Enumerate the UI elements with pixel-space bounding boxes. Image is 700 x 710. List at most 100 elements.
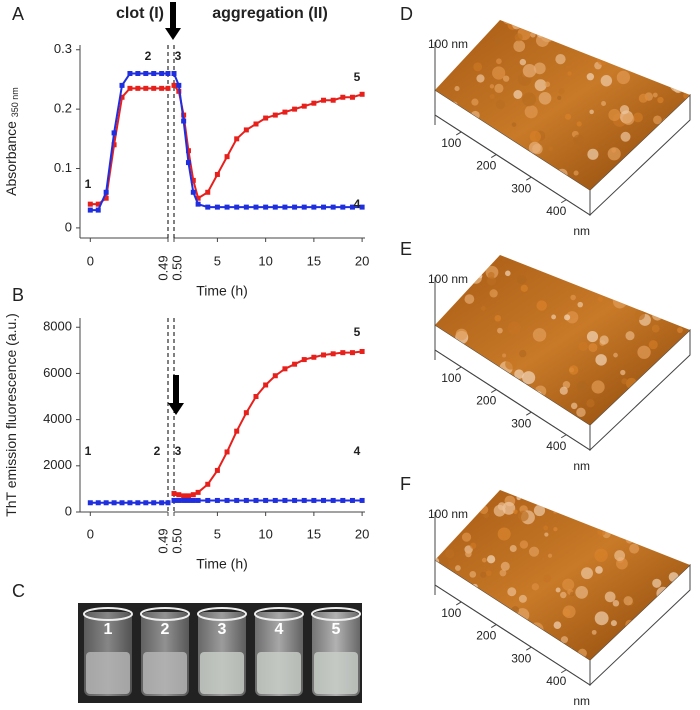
vial-rim xyxy=(140,607,190,621)
afm-grain xyxy=(673,547,685,559)
afm-grain xyxy=(609,519,618,528)
afm-grain xyxy=(654,505,664,515)
data-point xyxy=(234,136,240,142)
afm-grain xyxy=(465,550,472,558)
unit-label: nm xyxy=(573,694,590,708)
afm-grain xyxy=(560,636,568,644)
data-point xyxy=(321,97,327,103)
afm-grain xyxy=(655,386,668,398)
afm-grain xyxy=(635,175,642,182)
panel-letter: C xyxy=(12,581,25,601)
vial-liquid xyxy=(257,652,301,694)
afm-grain xyxy=(589,109,594,115)
afm-grain xyxy=(522,92,537,107)
afm-grain xyxy=(467,45,472,50)
data-point xyxy=(103,195,109,201)
data-point xyxy=(135,71,141,77)
afm-grain xyxy=(497,527,511,541)
x-tick-label: 0 xyxy=(87,253,94,268)
x-tick-label: 10 xyxy=(258,253,272,268)
afm-grain xyxy=(487,418,497,425)
data-point xyxy=(143,500,149,506)
afm-grain xyxy=(495,99,506,110)
afm-grain xyxy=(620,369,626,376)
data-point xyxy=(171,491,177,497)
afm-grain xyxy=(577,31,583,38)
afm-grain xyxy=(449,493,463,507)
data-point xyxy=(243,127,249,133)
data-point xyxy=(272,112,278,118)
data-point xyxy=(321,204,327,210)
data-point xyxy=(263,204,269,210)
afm-grain xyxy=(440,172,455,187)
afm-grain xyxy=(562,22,571,30)
afm-grain xyxy=(682,408,688,414)
afm-grain xyxy=(503,20,512,25)
x-axis-label: Time (h) xyxy=(196,556,248,572)
z-label: 100 nm xyxy=(428,272,468,286)
data-point xyxy=(243,410,249,416)
x-tick-label: 100 xyxy=(441,371,461,385)
x-tick-label: 300 xyxy=(511,416,531,430)
afm-grain xyxy=(478,274,483,279)
data-point xyxy=(111,500,117,506)
afm-grain xyxy=(608,108,621,122)
afm-grain xyxy=(449,638,463,652)
afm-grain xyxy=(546,255,560,265)
afm-grain xyxy=(445,490,457,501)
annotation: 4 xyxy=(354,444,361,458)
data-point xyxy=(359,348,365,354)
data-point xyxy=(214,171,220,177)
data-point xyxy=(301,357,307,363)
afm-grain xyxy=(514,369,524,379)
data-point xyxy=(95,500,101,506)
afm-grain xyxy=(599,505,608,513)
afm-grain xyxy=(671,31,680,39)
afm-grain xyxy=(496,399,508,411)
data-point xyxy=(330,497,336,503)
data-point xyxy=(151,85,157,91)
annotation: 5 xyxy=(354,70,361,84)
y-axis-label: Absorbance 350 nm xyxy=(3,87,21,196)
x-tick-label: 100 xyxy=(441,606,461,620)
afm-grain xyxy=(451,630,457,635)
annotation: 4 xyxy=(354,197,361,211)
data-point xyxy=(185,160,191,166)
afm-grain xyxy=(524,105,538,119)
afm-grain xyxy=(472,505,481,514)
afm-grain xyxy=(512,20,522,30)
afm-grain xyxy=(594,611,609,626)
afm-grain xyxy=(468,41,476,49)
data-point xyxy=(224,204,230,210)
x-tick xyxy=(560,434,567,439)
vial-rim xyxy=(311,607,361,621)
afm-grain xyxy=(494,83,504,93)
vial-photo: C 1 2 3 4 5 xyxy=(12,581,362,703)
afm-grain xyxy=(670,78,684,92)
y-tick-label: 4000 xyxy=(43,411,72,426)
afm-grain xyxy=(455,328,468,341)
afm-grain xyxy=(576,407,586,418)
data-point xyxy=(159,500,165,506)
data-point xyxy=(127,85,133,91)
afm-grain xyxy=(591,629,597,635)
afm-grain xyxy=(634,309,646,321)
data-point xyxy=(243,204,249,210)
unit-label: nm xyxy=(573,459,590,473)
afm-grain xyxy=(669,265,680,276)
data-point xyxy=(127,71,133,77)
afm-grain xyxy=(611,147,617,153)
afm-grain xyxy=(500,561,510,571)
afm-grain xyxy=(613,498,619,504)
x-tick-label: 15 xyxy=(307,253,321,268)
data-point xyxy=(165,500,171,506)
afm-grain xyxy=(513,90,523,99)
afm-grain xyxy=(597,527,606,536)
data-point xyxy=(321,352,327,358)
afm-grain xyxy=(538,91,552,105)
afm-grain xyxy=(489,289,498,298)
afm-grain xyxy=(468,256,475,263)
afm-grain xyxy=(587,148,599,160)
data-point xyxy=(292,361,298,367)
